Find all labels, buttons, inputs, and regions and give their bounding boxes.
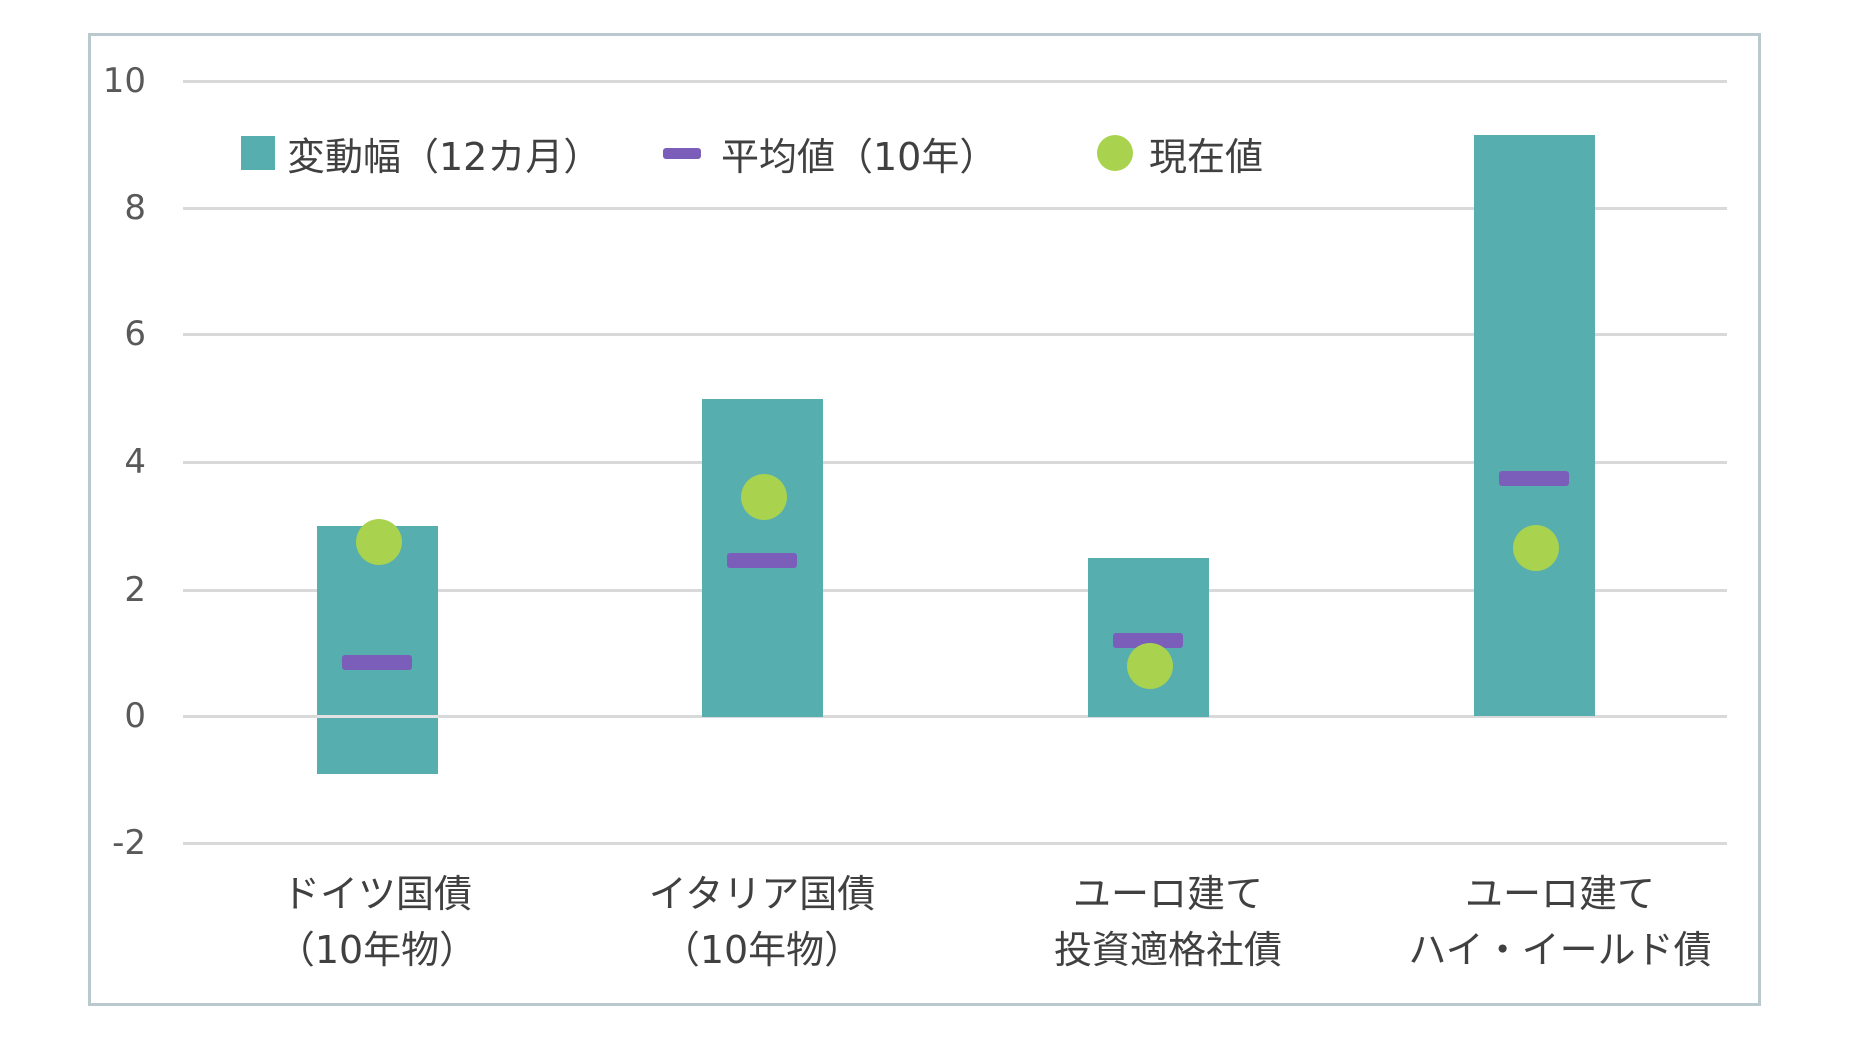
purple-dash-icon	[663, 147, 701, 159]
x-label: ドイツ国債 （10年物）	[197, 866, 557, 978]
legend-item-avg: 平均値（10年）	[663, 128, 998, 179]
gridline-2	[183, 589, 1727, 592]
x-label-line: 投資適格社債	[1053, 928, 1282, 972]
y-tick: 0	[124, 696, 146, 736]
range-bar	[316, 525, 438, 774]
legend-item-range: 変動幅（12カ月）	[241, 128, 602, 179]
average-marker	[1113, 632, 1183, 648]
gridline-6	[183, 333, 1727, 336]
gridline-10	[183, 80, 1727, 83]
legend-label: 現在値	[1149, 134, 1264, 179]
average-marker	[727, 553, 797, 569]
range-bar	[1473, 134, 1595, 717]
x-label-line: ユーロ建て	[1464, 872, 1655, 916]
y-tick: 10	[102, 61, 146, 101]
legend-label: 平均値（10年）	[721, 134, 998, 179]
gridline-4	[183, 461, 1727, 464]
y-tick: 8	[124, 188, 146, 228]
chart-frame	[88, 33, 1761, 1006]
green-dot-icon	[1097, 135, 1133, 171]
y-tick: 6	[124, 314, 146, 354]
current-value-dot	[1127, 642, 1173, 689]
average-marker	[342, 654, 412, 670]
average-marker	[1499, 470, 1569, 486]
x-label-line: イタリア国債	[648, 872, 876, 916]
x-label: イタリア国債 （10年物）	[582, 866, 942, 978]
y-tick: 2	[124, 570, 146, 610]
legend-label: 変動幅（12カ月）	[287, 134, 602, 179]
y-tick: 4	[124, 442, 146, 482]
x-label-line: （10年物）	[661, 928, 863, 972]
gridline-0	[183, 715, 1727, 718]
gridline-minus2	[183, 842, 1727, 845]
legend-item-current: 現在値	[1097, 128, 1264, 179]
current-value-dot	[1513, 524, 1559, 571]
current-value-dot	[741, 474, 787, 521]
x-label-line: ドイツ国債	[281, 872, 472, 916]
x-label: ユーロ建て 投資適格社債	[988, 866, 1348, 978]
current-value-dot	[356, 518, 402, 565]
x-label-line: （10年物）	[276, 928, 478, 972]
x-label-line: ユーロ建て	[1072, 872, 1263, 916]
teal-square-icon	[241, 136, 275, 170]
x-label-line: ハイ・イールド債	[1408, 928, 1712, 972]
gridline-8	[183, 207, 1727, 210]
y-tick: -2	[112, 823, 146, 863]
gridline-0-overlay	[316, 715, 438, 718]
x-label: ユーロ建て ハイ・イールド債	[1380, 866, 1740, 978]
